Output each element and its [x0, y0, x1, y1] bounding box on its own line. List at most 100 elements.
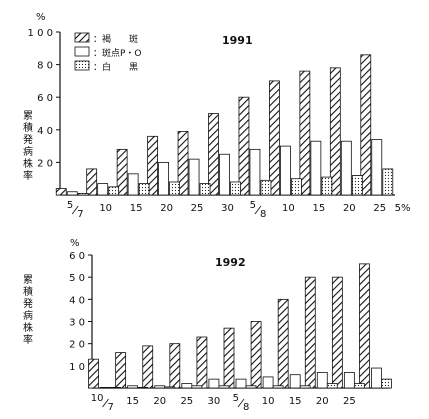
bar-dots [199, 183, 211, 196]
x-tick-label: 20 [153, 396, 166, 407]
bar-open [100, 386, 111, 389]
bar-dots [381, 378, 392, 389]
x-tick-label: 5 [233, 393, 239, 404]
legend: ：褐 斑 ：斑点P・O ：白 黒 [74, 32, 142, 73]
x-tick-label: 25 [180, 396, 193, 407]
y-tick-label: 4 0 [37, 126, 53, 137]
y-tick-label: 8 0 [37, 61, 53, 72]
bar-hatch [360, 54, 372, 196]
x-tick-label: 10 [282, 203, 295, 214]
y-tick-label: 2 0 [37, 158, 53, 169]
x-tick-label: 20 [343, 203, 356, 214]
x-tick-label: 15 [130, 203, 143, 214]
bar-dots [137, 386, 149, 389]
bar-open [154, 385, 166, 389]
bar-dots [110, 386, 121, 389]
y-unit: % [70, 238, 80, 249]
bar-dots [272, 385, 284, 389]
bar-open [188, 158, 200, 196]
legend-swatch-open [74, 46, 90, 57]
chart-title: 1992 [215, 256, 246, 269]
y-axis-title: 累積発病株率 [21, 110, 33, 182]
y-axis-title: 累積発病株率 [21, 274, 33, 346]
x-tick-label: 15 [312, 203, 325, 214]
bar-open [127, 385, 139, 389]
fraction-slash [237, 398, 245, 408]
y-tick-label: 4 0 [69, 295, 85, 306]
x-tick-labels: 10 7 15 20 25 30 58 10 15 20 25 [91, 393, 356, 413]
x-tick-label: 5 [67, 200, 73, 211]
bar-hatch [359, 263, 370, 389]
y-tick-label: 3 0 [69, 318, 85, 329]
bar-dots [291, 178, 302, 196]
fraction-slash [102, 398, 109, 408]
bar-hatch [115, 352, 127, 389]
fraction-slash [254, 205, 262, 215]
x-tick-label: 10 [262, 396, 275, 407]
x-tick-label: 5% [395, 203, 411, 214]
y-ticks: 2 0 4 0 6 0 8 0 1 0 0 [28, 28, 60, 196]
x-tick-label: 25 [191, 203, 204, 214]
bar-open [97, 183, 109, 196]
y-tick-label: 6 0 [69, 251, 85, 262]
chart-1992: 1992 % 累積発病株率 1 0 2 0 3 0 4 0 5 0 6 0 10 7 15 20… [21, 238, 392, 413]
bar-open [371, 139, 383, 196]
bar-dots [353, 383, 365, 389]
bar-open [262, 376, 274, 389]
bar-open [66, 191, 78, 196]
x-tick-label: 8 [260, 209, 266, 220]
bar-open [316, 372, 328, 389]
bar-open [235, 378, 247, 389]
bar-open [343, 372, 355, 389]
bar-dots [321, 176, 333, 196]
bar-dots [169, 181, 180, 196]
bar-hatch [196, 336, 208, 389]
bar-hatch [250, 321, 262, 389]
bar-dots [351, 175, 363, 196]
legend-label: ：褐 斑 [93, 33, 138, 45]
bar-dots [260, 179, 272, 196]
bar-dots [77, 192, 89, 196]
bar-hatch [223, 327, 235, 389]
bar-hatch [238, 96, 250, 196]
bar-dots [218, 385, 230, 389]
bar-open [219, 153, 230, 196]
bar-dots [382, 168, 394, 196]
x-tick-label: 10 [99, 203, 112, 214]
bar-dots [138, 183, 150, 196]
bar-hatch [88, 358, 99, 389]
x-tick-label: 7 [108, 402, 114, 413]
bar-marks [88, 263, 392, 389]
bar-hatch [55, 188, 67, 196]
bar-hatch [277, 298, 289, 389]
x-tick-label: 20 [316, 396, 329, 407]
x-tick-label: 30 [208, 396, 221, 407]
bar-open [340, 140, 352, 196]
bar-hatch [177, 131, 189, 196]
x-tick-label: 25 [373, 203, 386, 214]
y-tick-label: 1 0 [69, 362, 85, 373]
bar-open [280, 145, 291, 196]
bar-open [289, 374, 301, 389]
bar-open [371, 367, 382, 389]
x-tick-label: 15 [126, 396, 139, 407]
bar-dots [230, 181, 241, 196]
bar-open [127, 173, 139, 196]
chart-title: 1991 [222, 34, 253, 47]
legend-label: ：斑点P・O [93, 47, 142, 59]
fraction-slash [71, 205, 79, 215]
bar-hatch [169, 343, 181, 389]
bar-open [310, 140, 322, 196]
y-tick-label: 5 0 [69, 273, 85, 284]
x-tick-label: 7 [77, 209, 83, 220]
x-tick-label: 25 [343, 396, 356, 407]
bar-hatch [331, 276, 343, 389]
bar-dots [326, 383, 338, 389]
bar-dots [191, 385, 203, 389]
bar-dots [245, 385, 257, 389]
bar-hatch [86, 168, 98, 196]
bar-open [181, 383, 193, 389]
bar-hatch [329, 67, 341, 196]
